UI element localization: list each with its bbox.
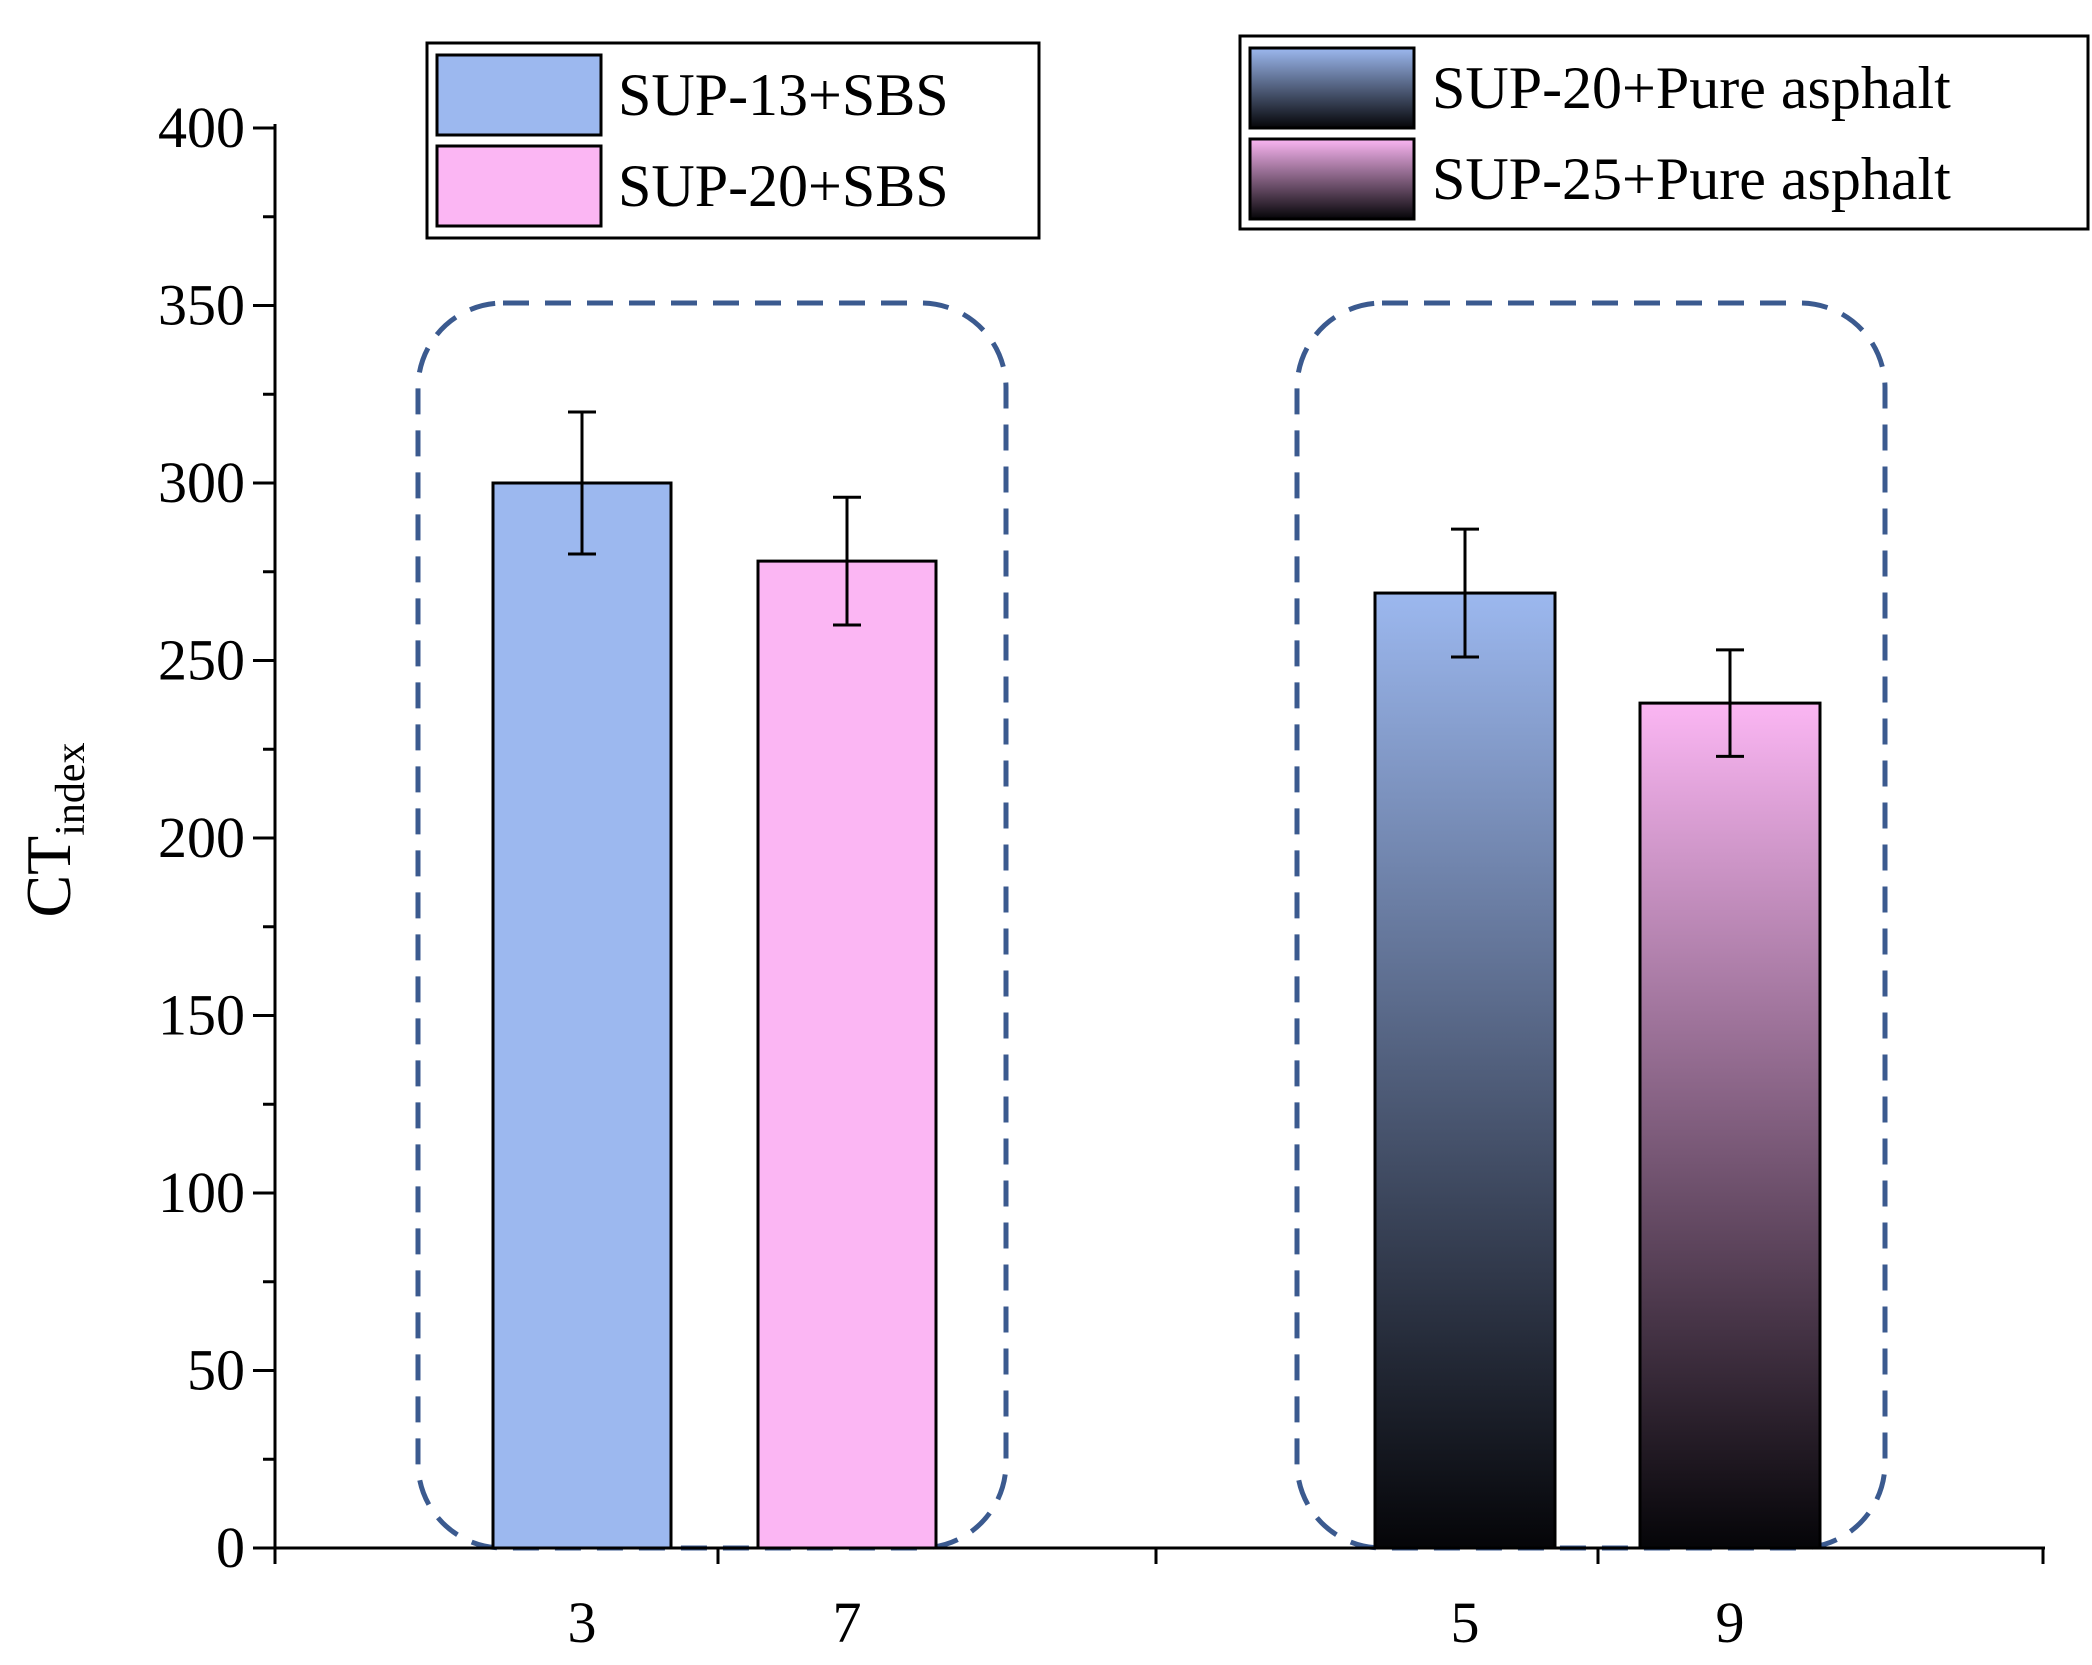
bar-3 (491, 481, 673, 1550)
bar-5 (1373, 591, 1557, 1550)
legend-top-right: SUP-20+Pure asphalt SUP-25+Pure asphalt (1238, 34, 2090, 231)
error-bar-7 (833, 495, 861, 627)
y-tick-label: 300 (158, 450, 245, 515)
x-tick-label-7: 7 (833, 1590, 862, 1655)
legend-swatch-gradient-pink (1248, 137, 1416, 221)
bars-layer (491, 410, 1822, 1550)
bar-7 (756, 559, 938, 1550)
y-tick-label: 150 (158, 983, 245, 1048)
y-axis-title: CTindex (13, 742, 94, 917)
y-tick-label: 250 (158, 628, 245, 693)
axes-layer: 0 50 100 150 200 250 300 350 400 3 7 5 9 (158, 95, 2045, 1655)
y-tick-label: 400 (158, 95, 245, 160)
y-tick-label: 0 (216, 1515, 245, 1580)
y-tick-label: 200 (158, 805, 245, 870)
legend-label: SUP-20+Pure asphalt (1432, 55, 1951, 121)
legend-label: SUP-20+SBS (618, 153, 949, 219)
x-tick-label-9: 9 (1716, 1590, 1745, 1655)
legend-top-left: SUP-13+SBS SUP-20+SBS (425, 41, 1041, 240)
y-tick-label: 100 (158, 1160, 245, 1225)
y-tick-label: 50 (187, 1338, 245, 1403)
y-tick-label: 350 (158, 273, 245, 338)
y-axis-title-main: CT (13, 836, 84, 918)
error-bar-3 (568, 410, 596, 556)
legend-swatch-gradient-blue (1248, 46, 1416, 130)
x-tick-label-5: 5 (1451, 1590, 1480, 1655)
legend-swatch-solid-pink (435, 144, 603, 228)
legend-swatch-solid-blue (435, 53, 603, 137)
bar-9 (1638, 701, 1822, 1550)
error-bar-5 (1451, 527, 1479, 659)
x-tick-label-3: 3 (568, 1590, 597, 1655)
legend-label: SUP-25+Pure asphalt (1432, 146, 1951, 212)
y-axis-title-subscript: index (48, 742, 94, 835)
legend-label: SUP-13+SBS (618, 62, 949, 128)
error-bar-9 (1716, 648, 1744, 758)
